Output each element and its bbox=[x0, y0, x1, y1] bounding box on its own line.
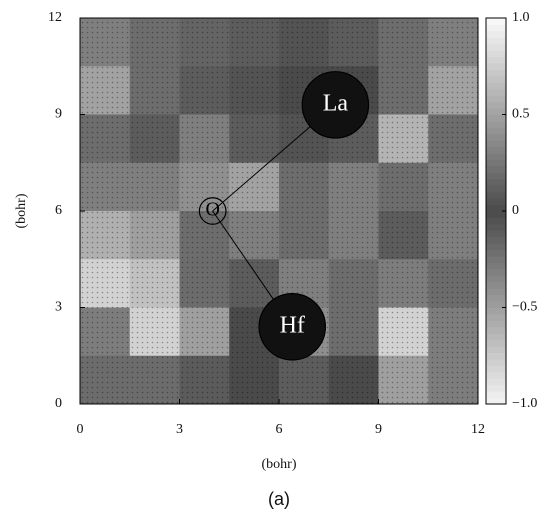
colorbar-step bbox=[486, 140, 506, 148]
colorbar-step bbox=[486, 82, 506, 90]
colorbar-step bbox=[486, 333, 506, 341]
y-axis-label: (bohr) bbox=[14, 193, 29, 228]
colorbar-step bbox=[486, 326, 506, 334]
colorbar-step bbox=[486, 294, 506, 302]
colorbar-step bbox=[486, 146, 506, 154]
colorbar-step bbox=[486, 365, 506, 373]
colorbar-step bbox=[486, 95, 506, 103]
x-tick-label: 6 bbox=[276, 422, 283, 437]
y-tick-label: 12 bbox=[48, 10, 62, 25]
colorbar-step bbox=[486, 230, 506, 238]
x-tick-label: 12 bbox=[471, 422, 485, 437]
colorbar-step bbox=[486, 281, 506, 289]
colorbar-step bbox=[486, 275, 506, 283]
colorbar-tick-label: 0.5 bbox=[512, 107, 530, 122]
colorbar-step bbox=[486, 211, 506, 218]
x-tick-label: 0 bbox=[77, 422, 84, 437]
colorbar-step bbox=[486, 50, 506, 58]
colorbar-step bbox=[486, 352, 506, 360]
colorbar-step bbox=[486, 191, 506, 199]
colorbar-step bbox=[486, 391, 506, 399]
y-tick-label: 6 bbox=[55, 203, 62, 218]
atom-label: O bbox=[205, 199, 219, 221]
x-tick-label: 3 bbox=[176, 422, 183, 437]
y-tick-label: 9 bbox=[55, 107, 62, 122]
colorbar-step bbox=[486, 307, 506, 315]
x-axis-label: (bohr) bbox=[262, 457, 297, 472]
colorbar-step bbox=[486, 313, 506, 321]
y-tick-label: 0 bbox=[55, 396, 62, 411]
colorbar-tick-label: −0.5 bbox=[512, 300, 537, 315]
colorbar-step bbox=[486, 43, 506, 51]
colorbar-step bbox=[486, 185, 506, 193]
colorbar-step bbox=[486, 165, 506, 173]
caption: (a) bbox=[268, 489, 290, 509]
colorbar-step bbox=[486, 108, 506, 115]
colorbar-step bbox=[486, 320, 506, 328]
colorbar-step bbox=[486, 217, 506, 225]
colorbar-step bbox=[486, 30, 506, 38]
colorbar-step bbox=[486, 358, 506, 366]
atom-label: Hf bbox=[280, 312, 305, 338]
colorbar-step bbox=[486, 18, 506, 25]
colorbar-step bbox=[486, 133, 506, 141]
colorbar-step bbox=[486, 63, 506, 70]
colorbar-step bbox=[486, 301, 506, 308]
colorbar-step bbox=[486, 268, 506, 276]
colorbar-step bbox=[486, 56, 506, 64]
colorbar-step bbox=[486, 204, 506, 212]
colorbar-step bbox=[486, 153, 506, 161]
atom-label: La bbox=[323, 90, 349, 116]
colorbar-step bbox=[486, 69, 506, 77]
colorbar-step bbox=[486, 198, 506, 206]
colorbar-step bbox=[486, 178, 506, 186]
y-tick-label: 3 bbox=[55, 300, 62, 315]
x-tick-label: 9 bbox=[375, 422, 382, 437]
colorbar-step bbox=[486, 24, 506, 32]
colorbar-step bbox=[486, 101, 506, 109]
atom bbox=[301, 71, 370, 139]
colorbar-step bbox=[486, 223, 506, 231]
atom bbox=[258, 293, 327, 361]
colorbar-step bbox=[486, 346, 506, 354]
colorbar-step bbox=[486, 384, 506, 392]
colorbar-step bbox=[486, 127, 506, 135]
colorbar-step bbox=[486, 397, 506, 405]
colorbar-tick-label: −1.0 bbox=[512, 396, 537, 411]
overlay: La Hf O bbox=[198, 71, 370, 361]
colorbar-step bbox=[486, 288, 506, 296]
colorbar-step bbox=[486, 378, 506, 386]
colorbar-step bbox=[486, 159, 506, 167]
colorbar-step bbox=[486, 262, 506, 270]
colorbar-step bbox=[486, 120, 506, 128]
colorbar-step bbox=[486, 114, 506, 122]
colorbar-step bbox=[486, 75, 506, 83]
colorbar-step bbox=[486, 256, 506, 263]
colorbar-step bbox=[486, 243, 506, 251]
colorbar-tick-label: 0 bbox=[512, 203, 519, 218]
colorbar-step bbox=[486, 172, 506, 180]
colorbar-tick-label: 1.0 bbox=[512, 10, 530, 25]
colorbar-step bbox=[486, 236, 506, 244]
colorbar-step bbox=[486, 249, 506, 257]
atom bbox=[198, 197, 227, 225]
colorbar-step bbox=[486, 339, 506, 347]
colorbar-step bbox=[486, 37, 506, 45]
colorbar-step bbox=[486, 371, 506, 379]
colorbar-step bbox=[486, 88, 506, 96]
